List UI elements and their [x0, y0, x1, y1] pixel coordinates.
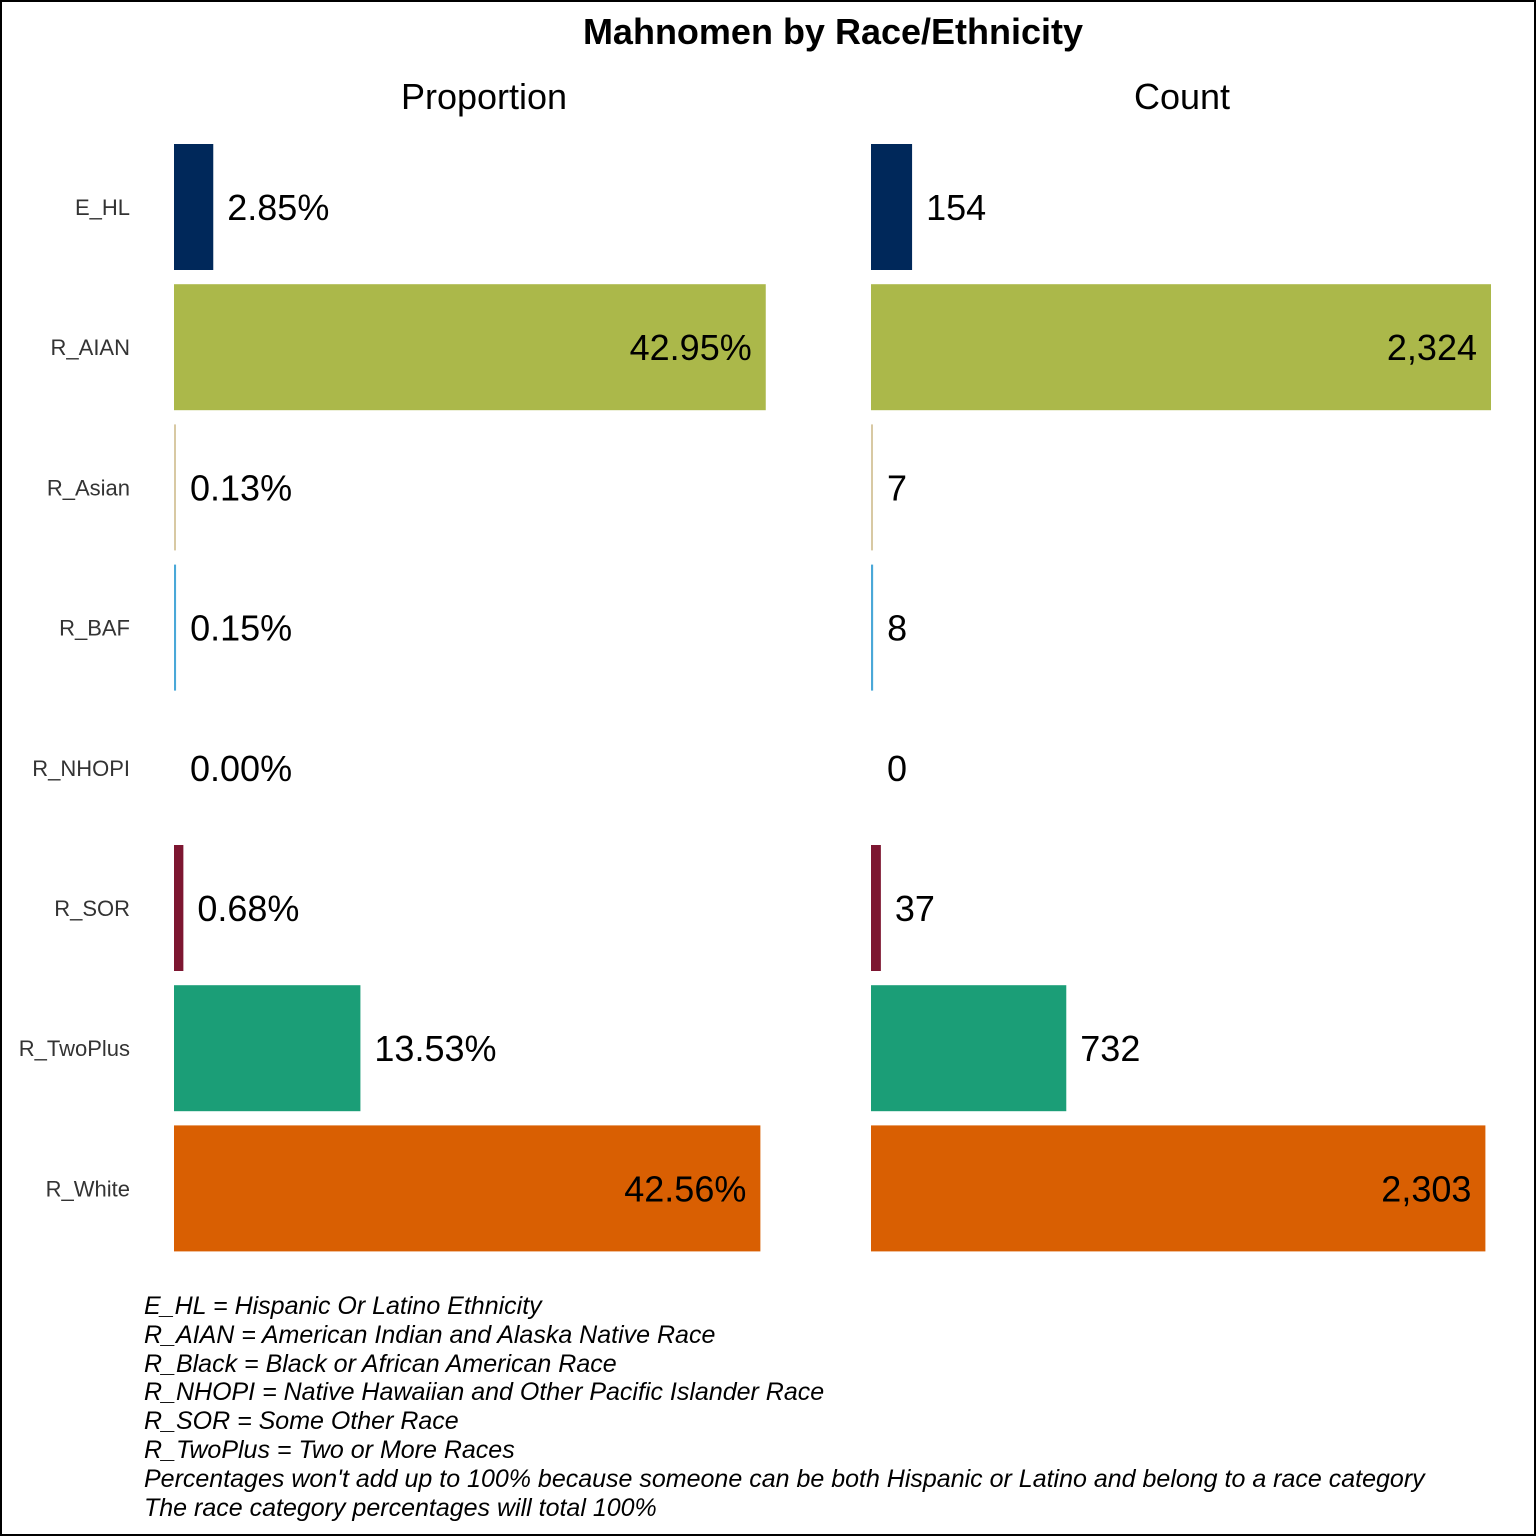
footnote: R_AIAN = American Indian and Alaska Nati… [144, 1320, 716, 1349]
data-label: 7 [887, 467, 907, 508]
footnotes: E_HL = Hispanic Or Latino Ethnicity R_AI… [144, 1292, 1534, 1522]
proportion-panel: 2.85% 42.95% 0.13% 0.15% 0.00% 0.68% 13.53% 42.… [174, 144, 766, 1252]
bar-R_AIAN [174, 284, 766, 411]
category-label: R_BAF [59, 616, 130, 641]
bar-R_AIAN [871, 284, 1491, 411]
bar-R_TwoPlus [174, 985, 361, 1112]
category-label: R_TwoPlus [19, 1036, 130, 1061]
bar-R_White [871, 1125, 1486, 1252]
bar-E_HL [871, 144, 913, 270]
chart-title: Mahnomen by Race/Ethnicity [583, 11, 1083, 52]
category-label: R_White [46, 1176, 130, 1201]
category-label: R_AIAN [51, 335, 130, 360]
bar-R_BAF [174, 564, 177, 691]
data-label: 2,324 [1387, 327, 1477, 368]
bar-chart: Mahnomen by Race/Ethnicity Proportion Co… [19, 11, 1491, 1252]
footnote: R_SOR = Some Other Race [144, 1407, 459, 1436]
data-label: 0.13% [190, 467, 292, 508]
footnote: R_TwoPlus = Two or More Races [144, 1435, 515, 1464]
count-panel: 154 2,324 7 8 0 37 732 2,303 [871, 144, 1491, 1252]
bar-R_SOR [174, 845, 184, 971]
data-label: 0.68% [197, 888, 299, 929]
bar-E_HL [174, 144, 214, 270]
footnote: E_HL = Hispanic Or Latino Ethnicity [144, 1292, 542, 1320]
data-label: 13.53% [374, 1028, 496, 1069]
category-axis: E_HL R_AIAN R_Asian R_BAF R_NHOPI R_SOR R_TwoP… [19, 195, 130, 1201]
footnote: The race category percentages will total… [144, 1493, 657, 1522]
data-label: 0.15% [190, 608, 292, 649]
footnote: R_Black = Black or African American Race [144, 1349, 617, 1378]
bar-R_White [174, 1125, 761, 1252]
data-label: 2.85% [227, 187, 329, 228]
data-label: 732 [1080, 1028, 1140, 1069]
category-label: R_SOR [54, 896, 130, 921]
data-label: 0.00% [190, 748, 292, 789]
bar-R_BAF [871, 564, 874, 691]
data-label: 2,303 [1381, 1168, 1471, 1209]
data-label: 154 [926, 187, 986, 228]
footnote: Percentages won't add up to 100% because… [144, 1464, 1425, 1493]
data-label: 0 [887, 748, 907, 789]
data-label: 42.95% [630, 327, 752, 368]
bar-R_Asian [174, 424, 176, 551]
data-label: 37 [895, 888, 935, 929]
category-label: E_HL [75, 195, 130, 220]
panel-title-count: Count [1134, 76, 1230, 117]
category-label: R_NHOPI [32, 756, 130, 781]
data-label: 42.56% [624, 1168, 746, 1209]
category-label: R_Asian [47, 475, 130, 500]
bar-R_TwoPlus [871, 985, 1067, 1112]
bar-R_SOR [871, 845, 881, 971]
panel-title-proportion: Proportion [401, 76, 567, 117]
bar-R_Asian [871, 424, 873, 551]
data-label: 8 [887, 608, 907, 649]
footnote: R_NHOPI = Native Hawaiian and Other Paci… [144, 1378, 825, 1407]
